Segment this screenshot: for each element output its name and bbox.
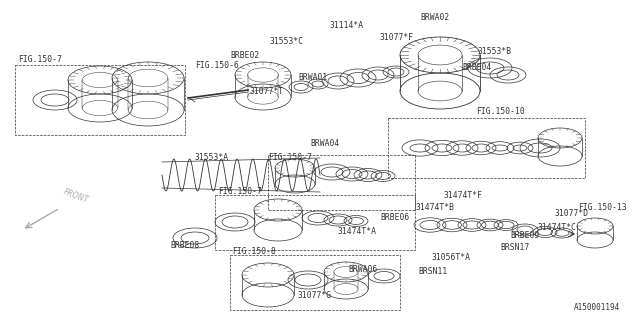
Text: 31474T*F: 31474T*F [444,190,483,199]
Text: BRBE06: BRBE06 [380,213,409,222]
Bar [388,118,585,178]
Text: FIG.150-13: FIG.150-13 [578,204,627,212]
Text: 31114*A: 31114*A [330,21,364,30]
Text: BRWA01: BRWA01 [298,74,327,83]
Text: FIG.150-7: FIG.150-7 [18,55,62,65]
Text: 31077*F: 31077*F [380,34,414,43]
Text: FIG.150-7: FIG.150-7 [218,188,262,196]
Text: A150001194: A150001194 [573,303,620,312]
Text: 31474T*C: 31474T*C [538,223,577,233]
Bar [15,65,185,135]
Text: 31056T*A: 31056T*A [432,253,471,262]
Text: BRBE08: BRBE08 [170,241,199,250]
Text: BRBE02: BRBE02 [230,51,259,60]
Text: 31553*B: 31553*B [478,47,512,57]
Text: FRONT: FRONT [62,188,90,205]
Text: FIG.150-6: FIG.150-6 [195,60,239,69]
Text: FIG.150-7: FIG.150-7 [268,154,312,163]
Text: FIG.150-8: FIG.150-8 [232,247,276,257]
Text: 31553*A: 31553*A [195,154,229,163]
Text: 31077*D: 31077*D [555,210,589,219]
Text: 31474T*A: 31474T*A [338,228,377,236]
Text: BRSN11: BRSN11 [418,268,447,276]
Text: 31077*T: 31077*T [250,87,284,97]
Text: 31474T*B: 31474T*B [416,204,455,212]
Bar [268,155,415,210]
Text: BRWA04: BRWA04 [310,139,339,148]
Text: BRSN17: BRSN17 [500,244,529,252]
Bar [215,195,415,250]
Text: BRBE09: BRBE09 [510,230,540,239]
Text: 31077*G: 31077*G [298,291,332,300]
Text: 31553*C: 31553*C [270,37,304,46]
Text: BRWA02: BRWA02 [420,13,449,22]
Bar [230,255,400,310]
Text: FIG.150-10: FIG.150-10 [476,108,525,116]
Text: BRBE04: BRBE04 [462,63,492,73]
Text: BRWA06: BRWA06 [348,266,377,275]
